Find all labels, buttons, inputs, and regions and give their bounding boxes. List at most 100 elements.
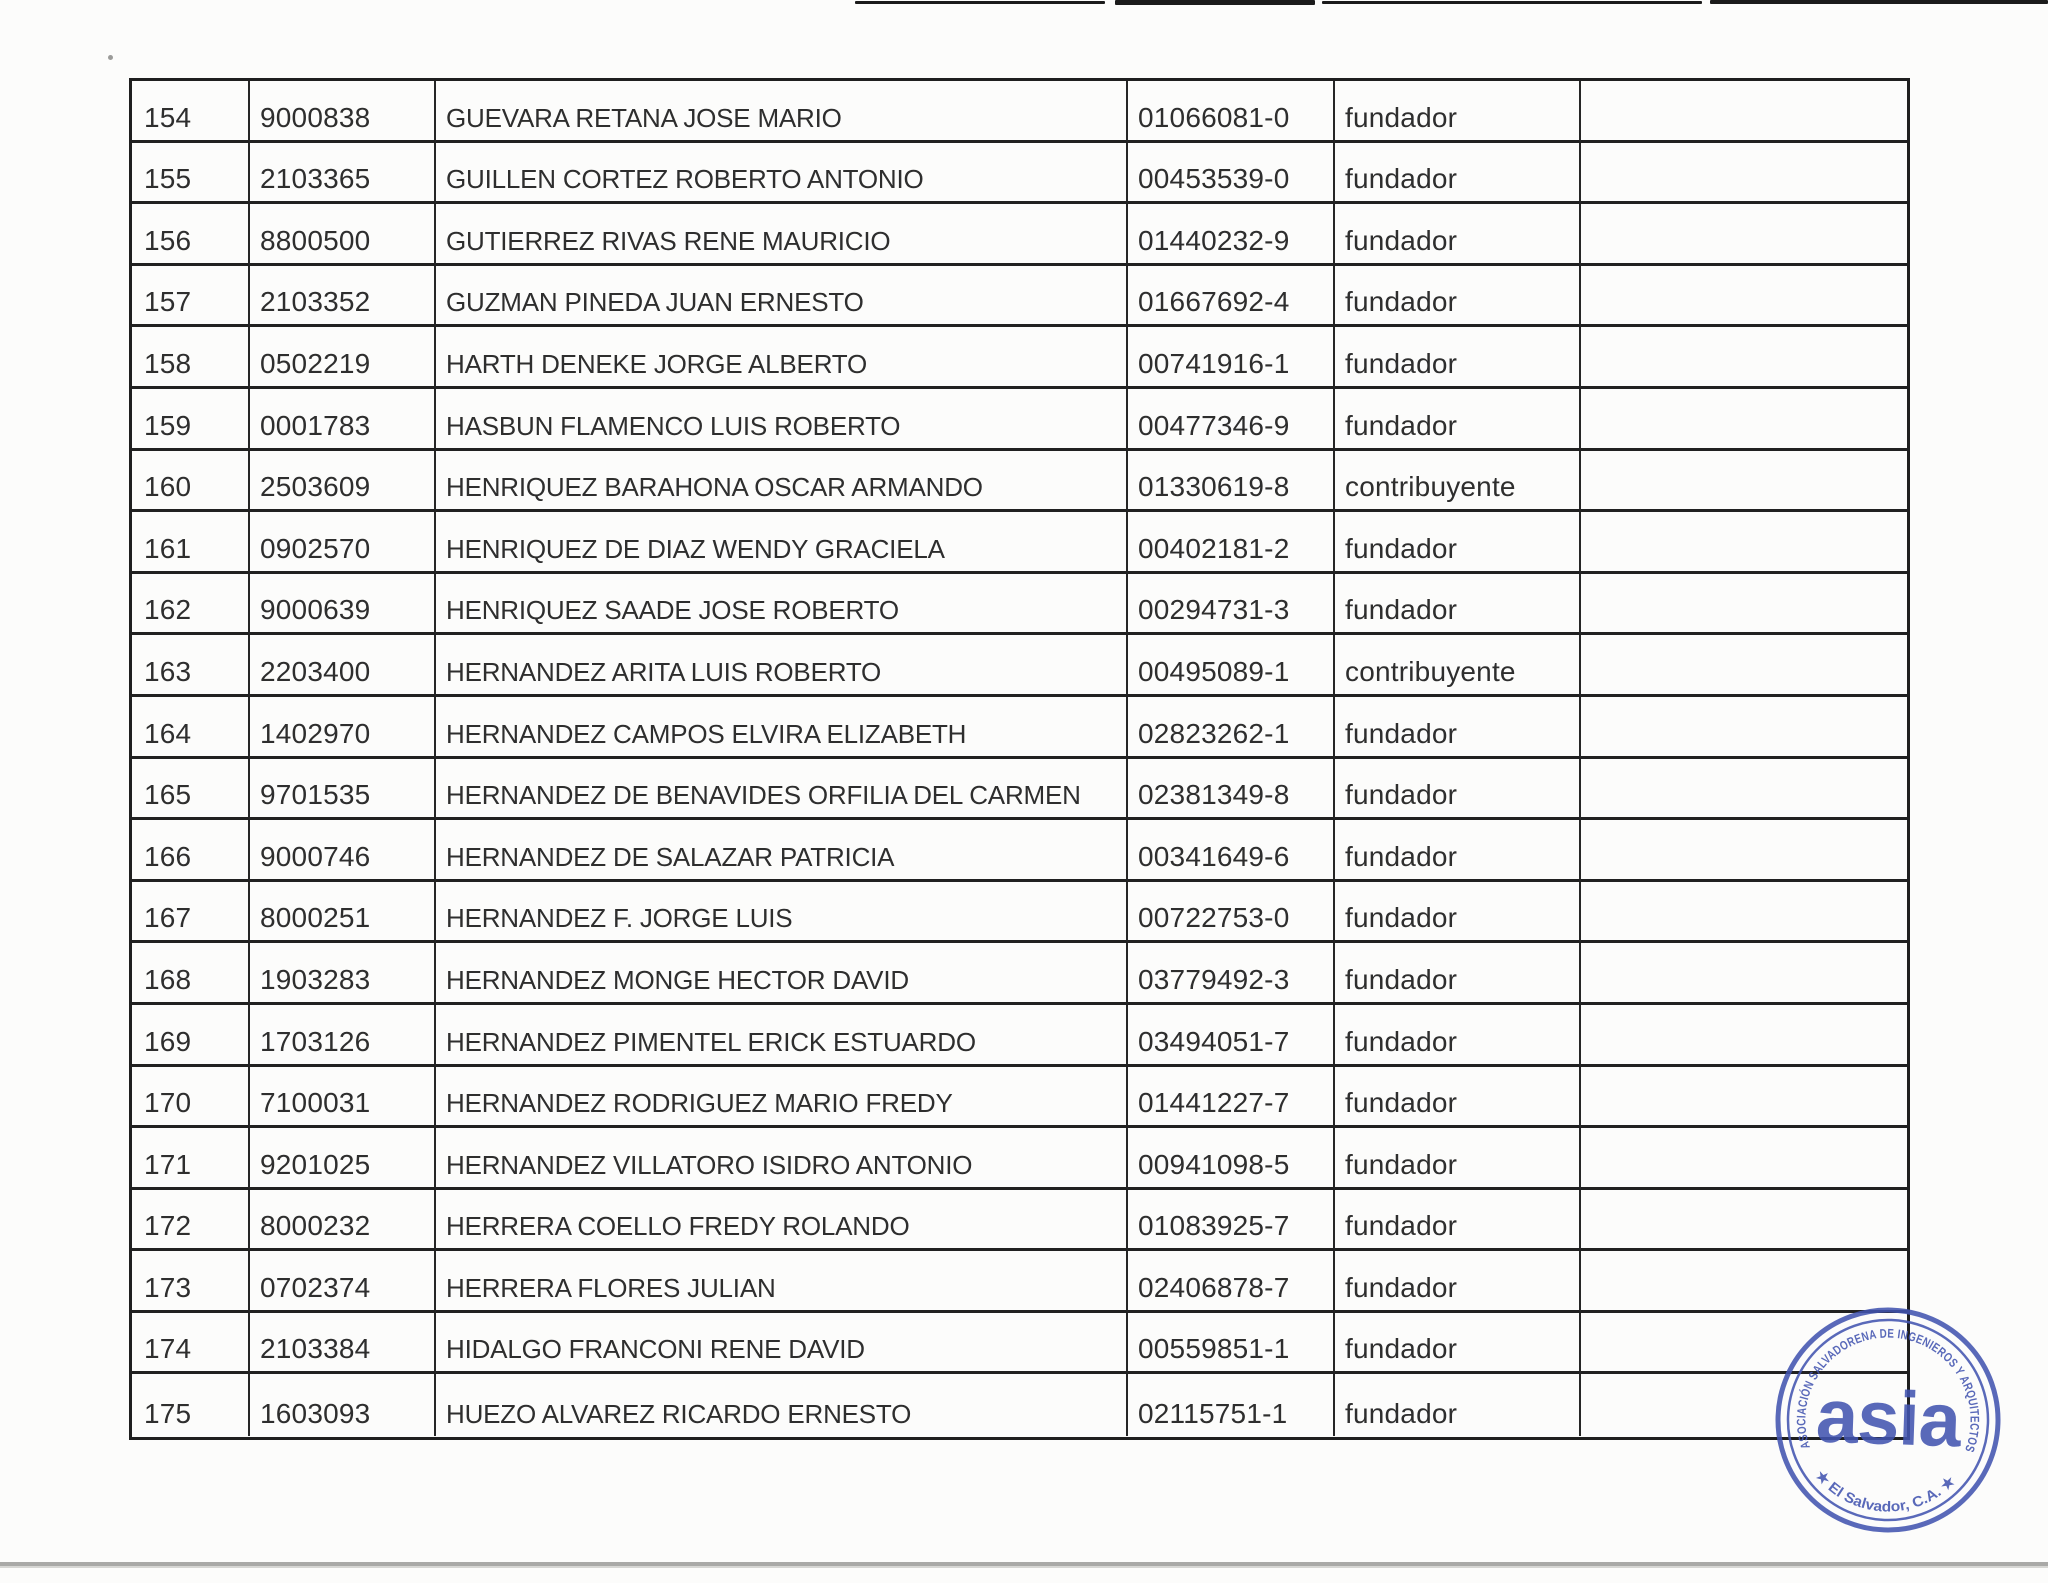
cell-category: fundador [1335, 265, 1581, 328]
asia-association-stamp: ASOCIACIÓN SALVADORENA DE INGENIEROS Y A… [1775, 1307, 2001, 1533]
cell-member-name: GUILLEN CORTEZ ROBERTO ANTONIO [436, 142, 1128, 205]
cell-category: fundador [1335, 943, 1581, 1005]
scan-artifact-line [855, 1, 1105, 4]
cell-member-id: 8000251 [250, 881, 436, 944]
cell-member-id: 0902570 [250, 512, 436, 574]
cell-member-name: HUEZO ALVAREZ RICARDO ERNESTO [436, 1374, 1128, 1437]
page-bottom-edge [0, 1562, 2048, 1566]
cell-row-number: 155 [132, 142, 250, 205]
scan-speck [108, 55, 113, 60]
cell-document-number: 02381349-8 [1128, 758, 1335, 821]
cell-member-id: 9000746 [250, 820, 436, 882]
cell-member-name: HERRERA COELLO FREDY ROLANDO [436, 1189, 1128, 1252]
cell-notes-empty [1581, 451, 1907, 513]
cell-notes-empty [1581, 1313, 1907, 1375]
cell-category: fundador [1335, 696, 1581, 759]
cell-category: fundador [1335, 1066, 1581, 1129]
cell-member-id: 9701535 [250, 758, 436, 821]
cell-notes-empty [1581, 1005, 1907, 1067]
cell-member-name: HERNANDEZ ARITA LUIS ROBERTO [436, 635, 1128, 697]
cell-row-number: 161 [132, 512, 250, 574]
cell-row-number: 173 [132, 1251, 250, 1313]
cell-row-number: 167 [132, 881, 250, 944]
cell-member-name: HERNANDEZ DE BENAVIDES ORFILIA DEL CARME… [436, 758, 1128, 821]
cell-row-number: 166 [132, 820, 250, 882]
cell-category: fundador [1335, 388, 1581, 451]
cell-member-id: 9000639 [250, 573, 436, 636]
cell-category: fundador [1335, 81, 1581, 143]
cell-member-id: 7100031 [250, 1066, 436, 1129]
cell-row-number: 172 [132, 1189, 250, 1252]
page-bottom-edge-soft [0, 1566, 2048, 1568]
cell-notes-empty [1581, 635, 1907, 697]
stamp-outer-ring [1775, 1307, 2001, 1533]
cell-member-id: 1402970 [250, 696, 436, 759]
cell-member-name: GUTIERREZ RIVAS RENE MAURICIO [436, 204, 1128, 266]
cell-member-name: HERNANDEZ PIMENTEL ERICK ESTUARDO [436, 1004, 1128, 1067]
cell-notes-empty [1581, 204, 1907, 266]
cell-document-number: 00941098-5 [1128, 1128, 1335, 1190]
stamp-inner-ring [1786, 1318, 1990, 1522]
cell-notes-empty [1581, 389, 1907, 451]
cell-category: fundador [1335, 573, 1581, 636]
cell-member-name: HARTH DENEKE JORGE ALBERTO [436, 327, 1128, 389]
cell-row-number: 165 [132, 758, 250, 821]
cell-notes-empty [1581, 81, 1907, 143]
cell-document-number: 00741916-1 [1128, 327, 1335, 389]
cell-row-number: 159 [132, 388, 250, 451]
cell-row-number: 171 [132, 1128, 250, 1190]
cell-row-number: 170 [132, 1066, 250, 1129]
cell-row-number: 163 [132, 635, 250, 697]
stamp-logo-asia: asia [1815, 1374, 1964, 1464]
cell-member-id: 0702374 [250, 1251, 436, 1313]
cell-document-number: 01667692-4 [1128, 265, 1335, 328]
cell-notes-empty [1581, 512, 1907, 574]
cell-document-number: 00341649-6 [1128, 820, 1335, 882]
cell-category: fundador [1335, 820, 1581, 882]
cell-member-name: GUZMAN PINEDA JUAN ERNESTO [436, 265, 1128, 328]
cell-member-name: HENRIQUEZ SAADE JOSE ROBERTO [436, 573, 1128, 636]
cell-member-id: 0502219 [250, 327, 436, 389]
cell-notes-empty [1581, 943, 1907, 1005]
cell-notes-empty [1581, 327, 1907, 389]
cell-row-number: 162 [132, 573, 250, 636]
cell-notes-empty [1581, 759, 1907, 821]
cell-category: fundador [1335, 142, 1581, 205]
cell-member-id: 2103384 [250, 1312, 436, 1375]
cell-document-number: 00477346-9 [1128, 388, 1335, 451]
cell-member-name: HIDALGO FRANCONI RENE DAVID [436, 1312, 1128, 1375]
cell-notes-empty [1581, 1067, 1907, 1129]
cell-member-name: GUEVARA RETANA JOSE MARIO [436, 81, 1128, 143]
cell-document-number: 02115751-1 [1128, 1374, 1335, 1437]
cell-document-number: 03779492-3 [1128, 943, 1335, 1005]
cell-category: fundador [1335, 1251, 1581, 1313]
cell-notes-empty [1581, 1190, 1907, 1252]
cell-member-name: HERNANDEZ VILLATORO ISIDRO ANTONIO [436, 1128, 1128, 1190]
cell-row-number: 168 [132, 943, 250, 1005]
cell-document-number: 00294731-3 [1128, 573, 1335, 636]
cell-member-id: 9000838 [250, 81, 436, 143]
cell-row-number: 164 [132, 696, 250, 759]
cell-category: fundador [1335, 327, 1581, 389]
cell-member-name: HERNANDEZ CAMPOS ELVIRA ELIZABETH [436, 696, 1128, 759]
cell-row-number: 154 [132, 81, 250, 143]
cell-row-number: 156 [132, 204, 250, 266]
cell-member-id: 2503609 [250, 450, 436, 513]
cell-member-id: 2203400 [250, 635, 436, 697]
cell-document-number: 00402181-2 [1128, 512, 1335, 574]
cell-member-id: 2103365 [250, 142, 436, 205]
cell-document-number: 01441227-7 [1128, 1066, 1335, 1129]
cell-row-number: 175 [132, 1374, 250, 1437]
cell-member-id: 1903283 [250, 943, 436, 1005]
cell-category: fundador [1335, 1312, 1581, 1375]
cell-category: fundador [1335, 1128, 1581, 1190]
cell-document-number: 00453539-0 [1128, 142, 1335, 205]
scan-artifact-line [1710, 0, 2048, 4]
cell-notes-empty [1581, 882, 1907, 944]
cell-member-name: HERNANDEZ DE SALAZAR PATRICIA [436, 820, 1128, 882]
cell-member-name: HERNANDEZ F. JORGE LUIS [436, 881, 1128, 944]
cell-document-number: 00722753-0 [1128, 881, 1335, 944]
cell-member-name: HASBUN FLAMENCO LUIS ROBERTO [436, 388, 1128, 451]
cell-document-number: 03494051-7 [1128, 1004, 1335, 1067]
cell-member-id: 1603093 [250, 1374, 436, 1437]
